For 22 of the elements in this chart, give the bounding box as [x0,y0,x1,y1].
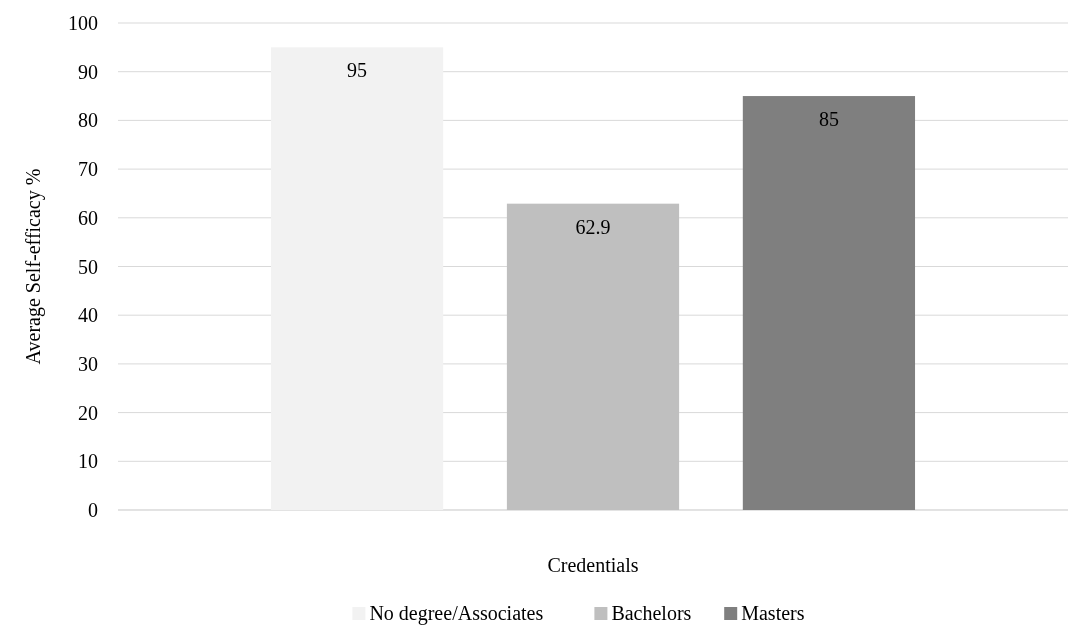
bar [742,96,916,510]
y-tick-label: 100 [68,12,98,34]
y-tick-label: 60 [78,206,98,229]
y-tick-label: 90 [78,60,98,83]
data-label: 85 [818,108,839,131]
y-tick-label: 70 [78,158,98,181]
y-tick-label: 80 [78,109,98,132]
y-tick-label: 50 [78,255,98,278]
bar [270,47,444,510]
bar [506,203,680,510]
y-tick-label: 0 [88,499,98,521]
data-label: 95 [347,59,368,82]
legend-label: Bachelors [611,602,692,624]
legend-label: Masters [741,602,805,624]
legend-label: No degree/Associates [369,602,544,625]
y-tick-label: 30 [78,352,98,375]
y-axis-title: Average Self-efficacy % [22,168,45,365]
y-tick-label: 10 [78,450,98,473]
x-axis-title: Credentials [547,554,639,576]
data-label: 62.9 [575,215,611,238]
y-tick-label: 40 [78,304,98,327]
y-tick-label: 20 [78,401,98,424]
